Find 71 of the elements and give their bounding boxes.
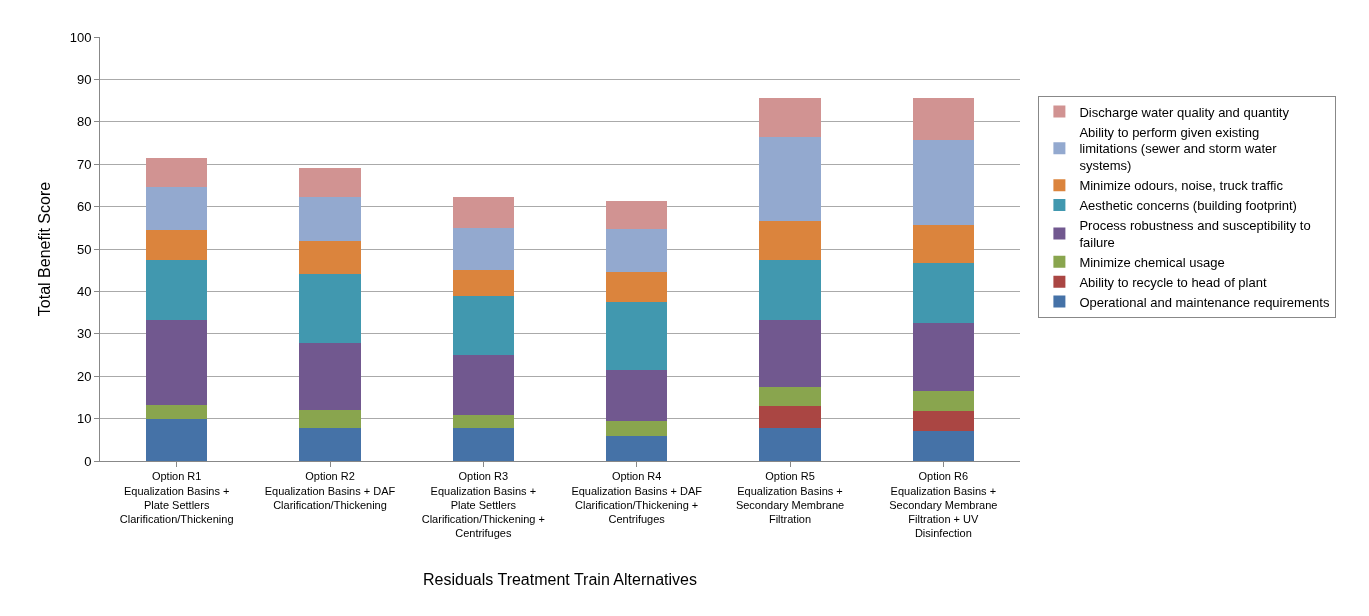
bar xyxy=(452,427,514,461)
bar xyxy=(912,391,974,411)
x-tick-label: Option R2 Equalization Basins + DAF Clarification/Thickening xyxy=(264,470,396,511)
legend-label: Aesthetic concerns (building footprint) xyxy=(1079,198,1297,214)
y-tick-label: 0 xyxy=(84,453,92,469)
bar xyxy=(606,271,668,302)
y-tick-label: 30 xyxy=(76,326,92,342)
bar xyxy=(759,427,821,461)
legend-label: Ability to recycle to head of plant xyxy=(1079,274,1267,290)
bar xyxy=(759,319,821,387)
bar xyxy=(146,404,208,419)
bar xyxy=(759,221,821,260)
bar xyxy=(299,274,361,344)
bar xyxy=(759,98,821,138)
bar xyxy=(146,259,208,320)
x-tick-label: Option R1 Equalization Basins + Plate Settlers Clarification/Thickening xyxy=(119,470,234,526)
y-tick-label: 40 xyxy=(76,283,92,299)
bar xyxy=(912,431,974,461)
bar xyxy=(146,187,208,230)
bar xyxy=(452,270,514,297)
bar xyxy=(606,435,668,461)
bar xyxy=(299,197,361,241)
bar xyxy=(759,137,821,222)
bar xyxy=(299,427,361,461)
y-tick-label: 100 xyxy=(69,29,92,45)
bar xyxy=(452,227,514,271)
y-tick-label: 70 xyxy=(76,156,92,172)
bar xyxy=(606,369,668,421)
bar xyxy=(452,415,514,428)
legend-label: Operational and maintenance requirements xyxy=(1079,294,1330,310)
bar xyxy=(606,420,668,436)
y-tick-label: 90 xyxy=(76,71,92,87)
bar xyxy=(299,343,361,411)
x-tick-label: Option R4 Equalization Basins + DAF Clarification/Thickening + Centrifuges xyxy=(571,470,703,526)
bar xyxy=(299,167,361,198)
x-tick-label: Option R5 Equalization Basins + Secondary Membrane Filtration xyxy=(735,470,845,526)
legend-label: Process robustness and susceptibility to failure xyxy=(1079,218,1311,250)
bar xyxy=(146,319,208,405)
x-tick-label: Option R3 Equalization Basins + Plate Settlers Clarification/Thickening + Centrifuges xyxy=(421,470,545,540)
bar xyxy=(912,323,974,392)
bar xyxy=(452,355,514,416)
x-axis-title: Residuals Treatment Train Alternatives xyxy=(423,571,697,589)
y-tick-label: 80 xyxy=(76,114,92,130)
bar xyxy=(452,296,514,355)
y-tick-label: 50 xyxy=(76,241,92,257)
bar xyxy=(146,229,208,260)
y-tick-label: 20 xyxy=(76,368,92,384)
legend-label: Minimize chemical usage xyxy=(1079,254,1225,270)
y-axis-title: Total Benefit Score xyxy=(35,181,53,317)
x-tick-label: Option R6 Equalization Basins + Secondary Membrane Filtration + UV Disinfection xyxy=(889,470,998,540)
bar xyxy=(606,200,668,230)
bar xyxy=(759,386,821,407)
y-tick-label: 60 xyxy=(76,199,92,215)
bar xyxy=(452,197,514,228)
bar xyxy=(912,410,974,432)
legend-label: Ability to perform given existing limitations (sewer and storm water systems) xyxy=(1079,124,1278,174)
bar xyxy=(146,158,208,188)
bar xyxy=(759,259,821,320)
bar xyxy=(299,240,361,275)
bar xyxy=(759,406,821,428)
bar xyxy=(146,418,208,461)
bar xyxy=(912,262,974,324)
bar xyxy=(912,98,974,141)
bar xyxy=(606,229,668,272)
bar xyxy=(299,410,361,428)
bar xyxy=(912,225,974,263)
y-tick-label: 10 xyxy=(76,411,92,427)
legend-label: Minimize odours, noise, truck traffic xyxy=(1079,178,1284,194)
bar xyxy=(606,302,668,370)
legend-label: Discharge water quality and quantity xyxy=(1079,104,1290,120)
bar xyxy=(912,140,974,226)
